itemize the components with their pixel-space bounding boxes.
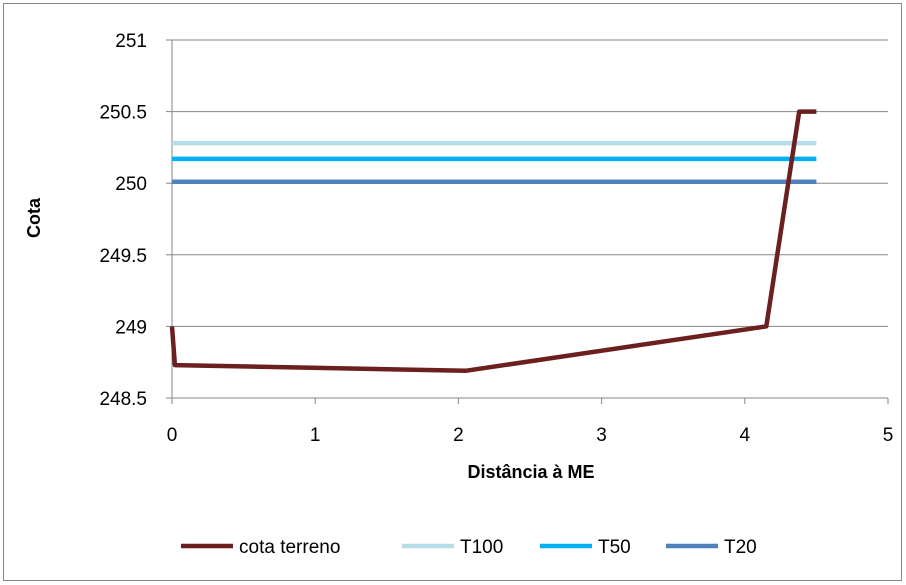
x-tick-label: 2 — [453, 425, 464, 446]
legend-label: T100 — [460, 537, 503, 558]
tick-labels: 248.5 249 249.5 250 250.5 251 0 1 2 3 4 5 — [99, 31, 893, 446]
x-tick-label: 4 — [740, 425, 751, 446]
series-lines — [169, 109, 817, 374]
series-line-cota-terreno — [169, 109, 817, 374]
axes — [166, 39, 889, 404]
y-tick-label: 250.5 — [99, 103, 147, 124]
y-tick-label: 250 — [115, 174, 147, 195]
y-tick-label: 248.5 — [99, 389, 147, 410]
y-tick-label: 249 — [115, 317, 147, 338]
x-tick-label: 3 — [596, 425, 607, 446]
y-tick-label: 251 — [115, 31, 147, 52]
x-tick-label: 5 — [883, 425, 894, 446]
x-tick-label: 1 — [310, 425, 321, 446]
y-axis-title: Cota — [24, 197, 44, 238]
legend-label: cota terreno — [239, 537, 340, 558]
y-tick-label: 249.5 — [99, 246, 147, 267]
legend: cota terreno T100 T50 T20 — [181, 537, 757, 558]
x-tick-label: 0 — [167, 425, 178, 446]
chart-frame — [3, 3, 902, 581]
legend-label: T20 — [724, 537, 757, 558]
legend-label: T50 — [598, 537, 631, 558]
x-axis-title: Distância à ME — [467, 462, 594, 482]
